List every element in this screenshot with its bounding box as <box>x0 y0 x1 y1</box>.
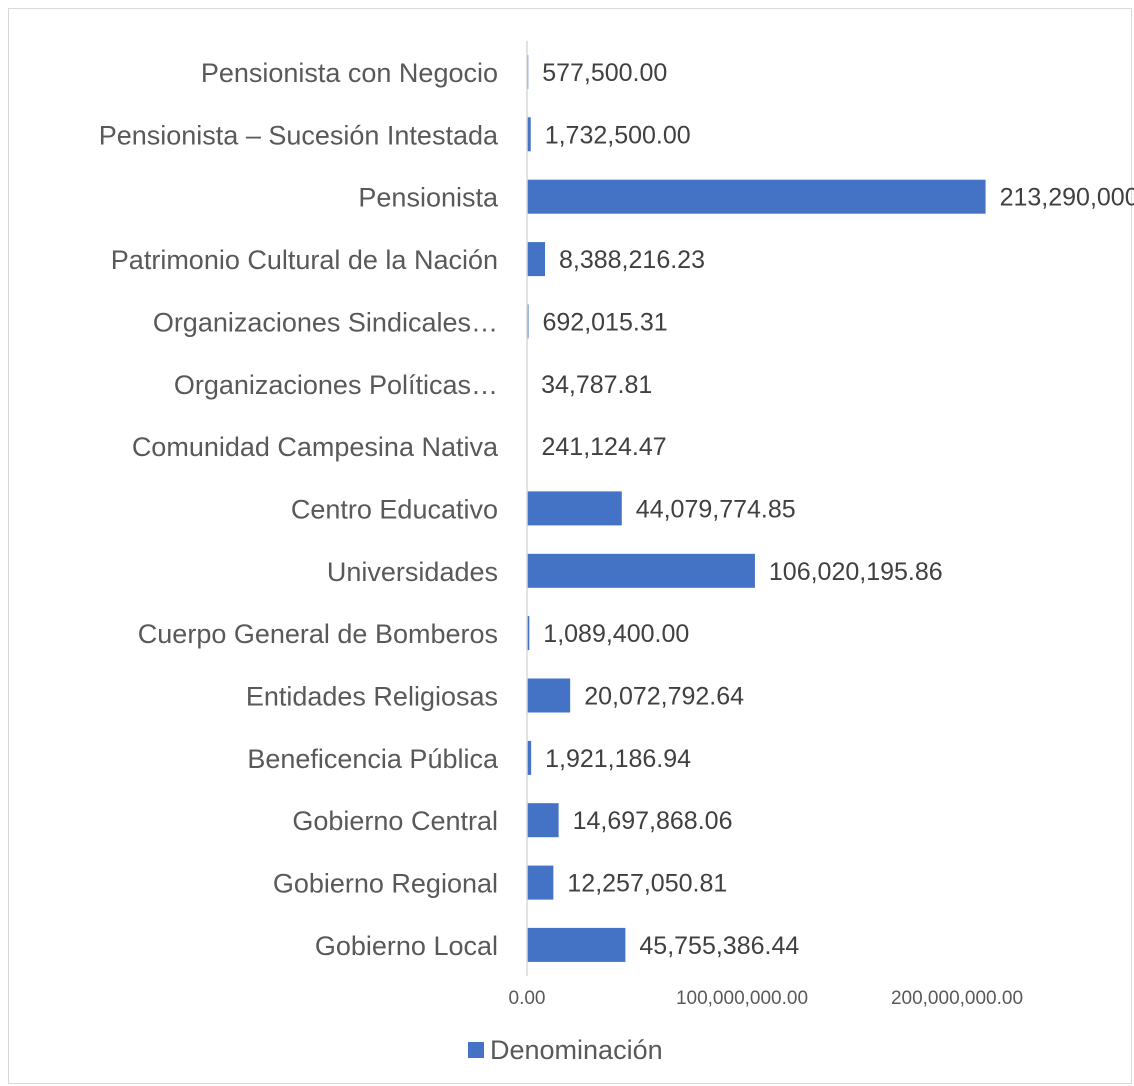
category-label-13: Gobierno Regional <box>273 869 498 899</box>
category-labels-group: Pensionista con Negocio Pensionista – Suc… <box>99 58 499 961</box>
bar-12 <box>527 803 559 838</box>
bar-7 <box>527 491 622 526</box>
data-label-12: 14,697,868.06 <box>573 807 733 835</box>
bar-13 <box>527 865 554 900</box>
data-label-14: 45,755,386.44 <box>639 932 799 960</box>
data-label-0: 577,500.00 <box>542 59 667 87</box>
category-label-3: Patrimonio Cultural de la Nación <box>111 245 498 275</box>
category-label-5: Organizaciones Políticas… <box>174 370 498 400</box>
bar-1 <box>527 117 531 152</box>
data-label-10: 20,072,792.64 <box>584 683 744 711</box>
data-label-1: 1,732,500.00 <box>545 121 691 149</box>
category-label-7: Centro Educativo <box>291 495 498 525</box>
data-label-4: 692,015.31 <box>543 308 668 336</box>
legend: Denominación <box>468 1035 663 1065</box>
data-label-6: 241,124.47 <box>542 433 667 461</box>
data-label-9: 1,089,400.00 <box>543 620 689 648</box>
category-label-12: Gobierno Central <box>292 806 498 836</box>
category-label-2: Pensionista <box>358 183 499 213</box>
x-tick-label-2: 200,000,000.00 <box>891 988 1023 1009</box>
data-label-2: 213,290,000.00 <box>1000 184 1134 212</box>
bar-8 <box>527 553 755 588</box>
data-label-7: 44,079,774.85 <box>636 496 796 524</box>
bar-9 <box>527 616 530 651</box>
legend-swatch <box>468 1042 484 1058</box>
bar-3 <box>527 242 546 277</box>
category-label-11: Beneficencia Pública <box>247 744 499 774</box>
bar-11 <box>527 740 532 775</box>
data-label-13: 12,257,050.81 <box>567 870 727 898</box>
category-label-10: Entidades Religiosas <box>246 682 498 712</box>
bar-2 <box>527 179 986 214</box>
bar-10 <box>527 678 571 713</box>
data-label-5: 34,787.81 <box>541 371 652 399</box>
category-label-9: Cuerpo General de Bomberos <box>138 619 498 649</box>
data-labels-group: 577,500.00 1,732,500.00 213,290,000.00 8,38… <box>541 59 1134 960</box>
data-label-11: 1,921,186.94 <box>545 745 691 773</box>
category-label-14: Gobierno Local <box>315 931 498 961</box>
category-label-8: Universidades <box>327 557 498 587</box>
x-tick-labels-group: 0.00 100,000,000.00 200,000,000.00 <box>509 988 1024 1009</box>
category-label-4: Organizaciones Sindicales… <box>153 307 498 337</box>
x-tick-label-1: 100,000,000.00 <box>676 988 808 1009</box>
x-tick-label-0: 0.00 <box>509 988 546 1009</box>
bars-group <box>527 55 986 962</box>
category-label-1: Pensionista – Sucesión Intestada <box>99 120 499 150</box>
category-label-6: Comunidad Campesina Nativa <box>132 432 499 462</box>
legend-label: Denominación <box>490 1035 663 1065</box>
data-label-8: 106,020,195.86 <box>769 558 943 586</box>
bar-14 <box>527 927 626 962</box>
data-label-3: 8,388,216.23 <box>559 246 705 274</box>
category-label-0: Pensionista con Negocio <box>201 58 498 88</box>
